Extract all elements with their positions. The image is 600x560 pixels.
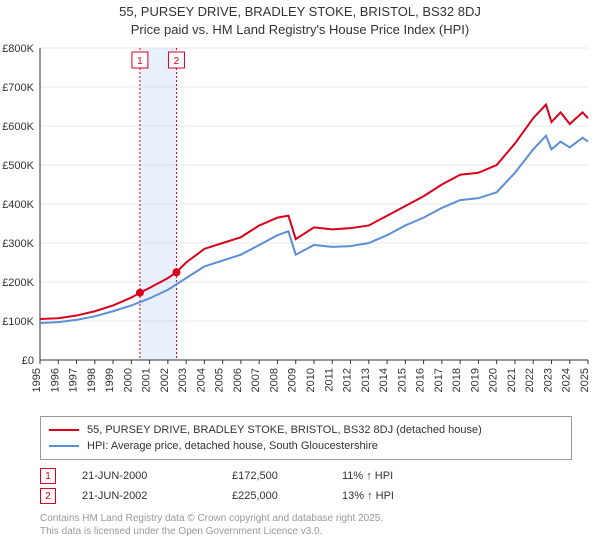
svg-text:2012: 2012 xyxy=(342,368,354,392)
sale-events: 1 21-JUN-2000£172,50011% ↑ HPI 2 21-JUN-200… xyxy=(40,466,572,506)
svg-text:£300K: £300K xyxy=(2,238,34,250)
svg-text:1: 1 xyxy=(137,56,143,67)
footer-line-1: Contains HM Land Registry data © Crown c… xyxy=(40,512,572,525)
svg-text:2018: 2018 xyxy=(451,368,463,392)
svg-text:2022: 2022 xyxy=(524,368,536,392)
chart-svg: £0 £100K £200K £300K £400K £500K £600K £700K £80… xyxy=(0,40,600,410)
svg-text:1998: 1998 xyxy=(86,368,98,392)
svg-text:2025: 2025 xyxy=(579,368,591,392)
sale-hpi-delta: 13% ↑ HPI xyxy=(342,490,394,502)
legend-label: 55, PURSEY DRIVE, BRADLEY STOKE, BRISTOL… xyxy=(87,424,482,436)
sale-date: 21-JUN-2002 xyxy=(82,490,232,502)
svg-text:2002: 2002 xyxy=(159,368,171,392)
svg-text:2005: 2005 xyxy=(214,368,226,392)
svg-text:2006: 2006 xyxy=(232,368,244,392)
svg-text:2007: 2007 xyxy=(250,368,262,392)
svg-text:2014: 2014 xyxy=(378,368,390,392)
title-line-2: Price paid vs. HM Land Registry's House … xyxy=(0,21,600,39)
svg-text:2010: 2010 xyxy=(305,368,317,392)
svg-text:2008: 2008 xyxy=(268,368,280,392)
legend: 55, PURSEY DRIVE, BRADLEY STOKE, BRISTOL… xyxy=(40,416,572,460)
sale-date: 21-JUN-2000 xyxy=(82,470,232,482)
chart-container: { "title": { "line1": "55, PURSEY DRIVE,… xyxy=(0,0,600,560)
footer-line-2: This data is licensed under the Open Gov… xyxy=(40,525,572,538)
svg-text:1999: 1999 xyxy=(104,368,116,392)
attribution-footer: Contains HM Land Registry data © Crown c… xyxy=(40,512,572,538)
svg-text:£100K: £100K xyxy=(2,316,34,328)
svg-text:2001: 2001 xyxy=(141,368,153,392)
svg-text:2013: 2013 xyxy=(360,368,372,392)
svg-text:2000: 2000 xyxy=(122,368,134,392)
svg-text:2004: 2004 xyxy=(195,368,207,392)
svg-text:2019: 2019 xyxy=(469,368,481,392)
svg-text:2011: 2011 xyxy=(323,368,335,392)
svg-text:2009: 2009 xyxy=(287,368,299,392)
svg-text:£500K: £500K xyxy=(2,160,34,172)
sale-hpi-delta: 11% ↑ HPI xyxy=(342,470,393,482)
svg-text:£0: £0 xyxy=(22,355,34,367)
chart-plot-area: £0 £100K £200K £300K £400K £500K £600K £700K £80… xyxy=(0,40,600,410)
svg-text:2015: 2015 xyxy=(396,368,408,392)
svg-text:£200K: £200K xyxy=(2,277,34,289)
svg-text:2003: 2003 xyxy=(177,368,189,392)
chart-title: 55, PURSEY DRIVE, BRADLEY STOKE, BRISTOL… xyxy=(0,0,600,40)
svg-text:£800K: £800K xyxy=(2,43,34,55)
svg-text:2017: 2017 xyxy=(433,368,445,392)
legend-swatch xyxy=(49,429,79,431)
legend-swatch xyxy=(49,445,79,447)
svg-text:1996: 1996 xyxy=(49,368,61,392)
sale-marker-icon: 2 xyxy=(40,488,56,504)
sale-marker-icon: 1 xyxy=(40,468,56,484)
legend-item: HPI: Average price, detached house, Sout… xyxy=(49,438,563,454)
sale-row: 1 21-JUN-2000£172,50011% ↑ HPI xyxy=(40,466,572,486)
legend-label: HPI: Average price, detached house, Sout… xyxy=(87,440,378,452)
svg-text:2016: 2016 xyxy=(415,368,427,392)
title-line-1: 55, PURSEY DRIVE, BRADLEY STOKE, BRISTOL… xyxy=(0,3,600,21)
svg-text:2: 2 xyxy=(174,56,180,67)
legend-item: 55, PURSEY DRIVE, BRADLEY STOKE, BRISTOL… xyxy=(49,422,563,438)
svg-text:1995: 1995 xyxy=(31,368,43,392)
svg-text:£700K: £700K xyxy=(2,82,34,94)
svg-text:£400K: £400K xyxy=(2,199,34,211)
svg-text:£600K: £600K xyxy=(2,121,34,133)
svg-text:2023: 2023 xyxy=(542,368,554,392)
svg-text:2021: 2021 xyxy=(506,368,518,392)
sale-price: £172,500 xyxy=(232,470,342,482)
svg-text:2020: 2020 xyxy=(488,368,500,392)
svg-text:1997: 1997 xyxy=(68,368,80,392)
sale-row: 2 21-JUN-2002£225,00013% ↑ HPI xyxy=(40,486,572,506)
sale-price: £225,000 xyxy=(232,490,342,502)
svg-text:2024: 2024 xyxy=(561,368,573,392)
